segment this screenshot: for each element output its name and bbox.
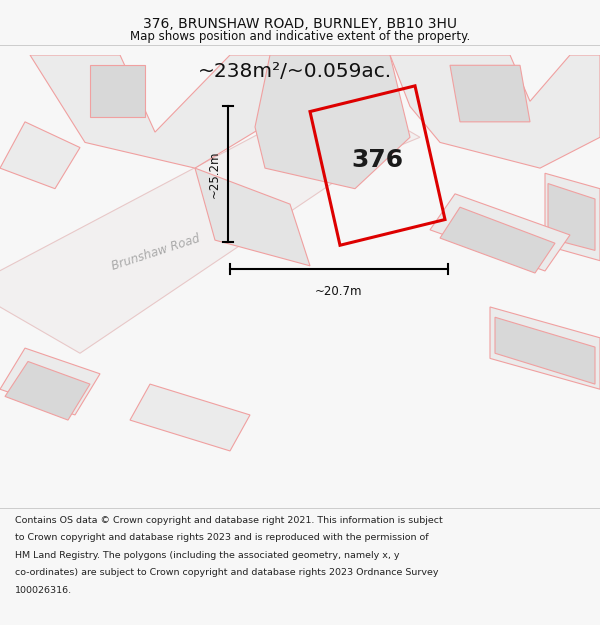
Polygon shape xyxy=(430,194,570,271)
Text: Brunshaw Road: Brunshaw Road xyxy=(110,232,202,273)
Polygon shape xyxy=(450,65,530,122)
Polygon shape xyxy=(30,55,305,168)
Polygon shape xyxy=(548,184,595,251)
Text: 376, BRUNSHAW ROAD, BURNLEY, BB10 3HU: 376, BRUNSHAW ROAD, BURNLEY, BB10 3HU xyxy=(143,17,457,31)
Text: ~20.7m: ~20.7m xyxy=(315,285,363,298)
Text: 376: 376 xyxy=(352,148,404,173)
Text: 100026316.: 100026316. xyxy=(15,586,72,594)
Polygon shape xyxy=(0,348,100,415)
Polygon shape xyxy=(490,307,600,389)
Text: Map shows position and indicative extent of the property.: Map shows position and indicative extent… xyxy=(130,30,470,42)
Polygon shape xyxy=(440,208,555,273)
Polygon shape xyxy=(255,55,410,189)
Polygon shape xyxy=(5,361,90,420)
Text: to Crown copyright and database rights 2023 and is reproduced with the permissio: to Crown copyright and database rights 2… xyxy=(15,533,428,542)
Polygon shape xyxy=(495,318,595,384)
Text: ~238m²/~0.059ac.: ~238m²/~0.059ac. xyxy=(198,62,392,81)
Polygon shape xyxy=(195,168,310,266)
Text: co-ordinates) are subject to Crown copyright and database rights 2023 Ordnance S: co-ordinates) are subject to Crown copyr… xyxy=(15,568,439,577)
Polygon shape xyxy=(0,91,420,353)
Polygon shape xyxy=(0,122,80,189)
Text: HM Land Registry. The polygons (including the associated geometry, namely x, y: HM Land Registry. The polygons (includin… xyxy=(15,551,400,559)
Polygon shape xyxy=(130,384,250,451)
Text: ~25.2m: ~25.2m xyxy=(208,151,221,198)
Polygon shape xyxy=(90,65,145,117)
Polygon shape xyxy=(390,55,600,168)
Text: Contains OS data © Crown copyright and database right 2021. This information is : Contains OS data © Crown copyright and d… xyxy=(15,516,443,524)
Polygon shape xyxy=(545,173,600,261)
